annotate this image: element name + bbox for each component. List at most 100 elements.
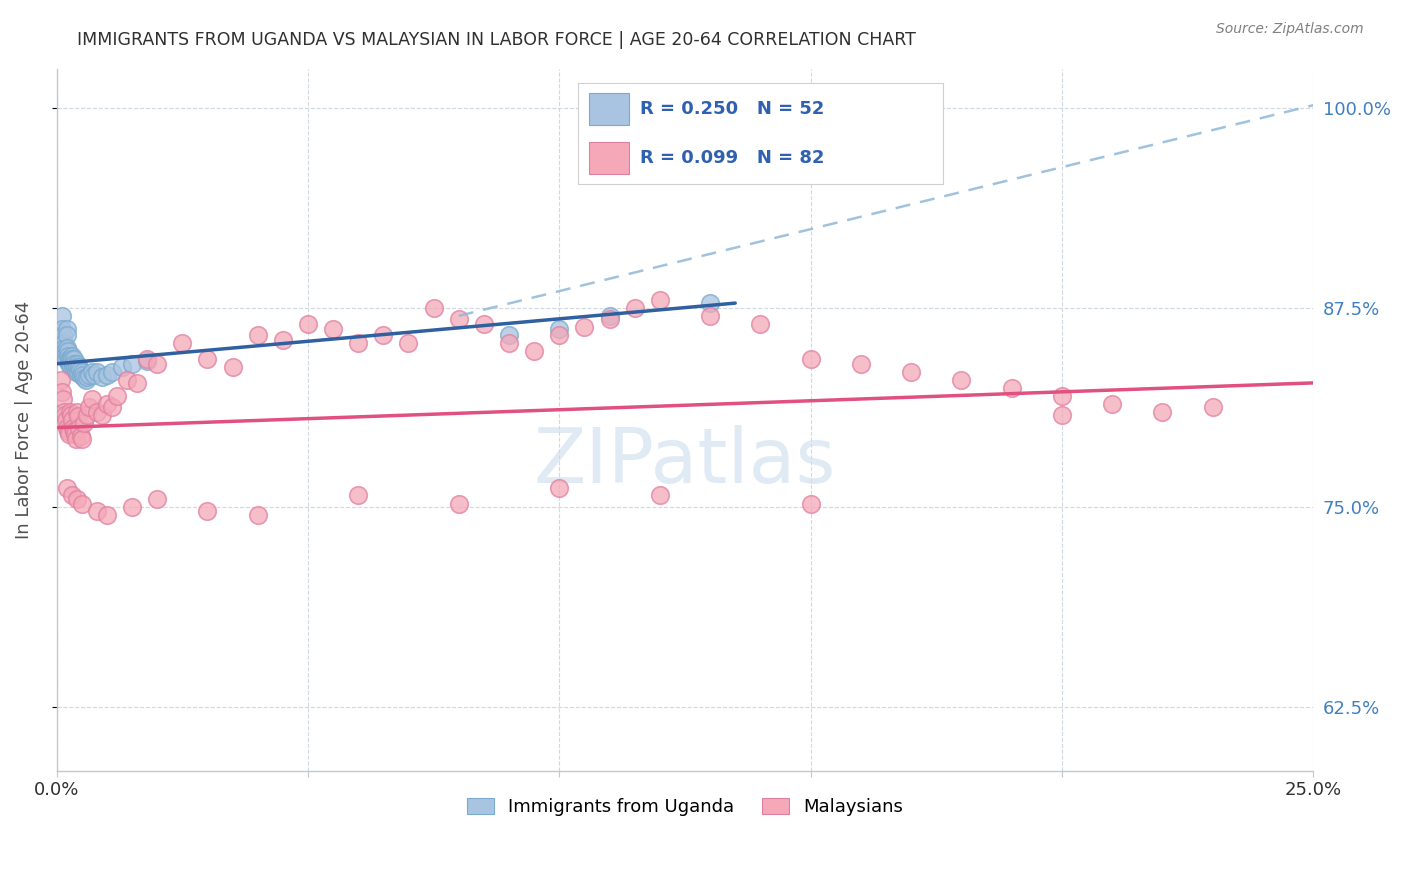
Point [347,336,370,351]
Point [58,427,80,442]
Point [574,320,596,334]
Point [90,369,112,384]
Point [59,357,82,371]
Point [62,420,84,434]
Point [523,343,546,358]
Point [60,487,83,501]
Point [105,389,128,403]
Point [1050,408,1073,422]
Point [67,365,90,379]
Point [136,353,159,368]
Point [146,492,169,507]
Point [52,336,75,351]
Point [373,328,395,343]
Point [58,357,80,371]
Point [53,408,76,422]
Point [271,333,294,347]
Point [86,404,108,418]
Point [60,412,83,426]
Point [297,317,319,331]
Point [101,365,124,379]
Point [422,301,444,315]
Point [246,508,269,523]
Point [59,408,82,422]
Point [648,293,671,307]
Point [55,321,77,335]
Point [1202,400,1225,414]
Y-axis label: In Labor Force | Age 20-64: In Labor Force | Age 20-64 [15,301,32,539]
Point [1152,404,1174,418]
Point [849,357,872,371]
Text: Source: ZipAtlas.com: Source: ZipAtlas.com [1216,22,1364,37]
Point [55,328,77,343]
Point [322,321,344,335]
Point [60,349,83,363]
Point [699,309,721,323]
Point [62,424,84,438]
Point [66,357,89,371]
Point [56,349,79,363]
Point [62,351,84,366]
Point [60,351,83,366]
Point [101,400,124,414]
Point [447,312,470,326]
Point [80,365,103,379]
Point [623,301,645,315]
Point [72,368,94,382]
Point [55,412,77,426]
Point [125,376,148,390]
Point [62,359,84,374]
Point [53,349,76,363]
Point [548,481,571,495]
Point [90,408,112,422]
Point [79,368,101,382]
Point [51,309,73,323]
Point [69,368,91,382]
Legend: Immigrants from Uganda, Malaysians: Immigrants from Uganda, Malaysians [458,789,912,825]
Point [121,500,143,515]
Point [63,427,86,442]
Point [73,416,96,430]
Point [800,351,823,366]
Point [80,392,103,406]
Point [67,420,90,434]
Point [172,336,194,351]
Point [472,317,495,331]
Point [197,503,219,517]
Point [62,357,84,371]
Point [66,359,89,374]
Point [96,508,118,523]
Point [79,400,101,414]
Point [86,365,108,379]
Point [52,404,75,418]
Point [55,351,77,366]
Point [70,432,93,446]
Point [73,371,96,385]
Point [59,359,82,374]
Point [65,432,87,446]
Point [63,359,86,374]
Point [59,404,82,418]
Point [221,359,243,374]
Point [49,373,72,387]
Point [900,365,922,379]
Point [53,341,76,355]
Point [1001,381,1024,395]
Point [498,336,520,351]
Point [347,487,370,501]
Point [749,317,772,331]
Point [58,351,80,366]
Point [51,385,73,400]
Point [67,359,90,374]
Point [950,373,973,387]
Point [76,408,98,422]
Point [59,351,82,366]
Point [800,497,823,511]
Point [75,373,97,387]
Point [498,328,520,343]
Point [66,404,89,418]
Point [63,357,86,371]
Point [55,341,77,355]
Point [70,365,93,379]
Point [69,363,91,377]
